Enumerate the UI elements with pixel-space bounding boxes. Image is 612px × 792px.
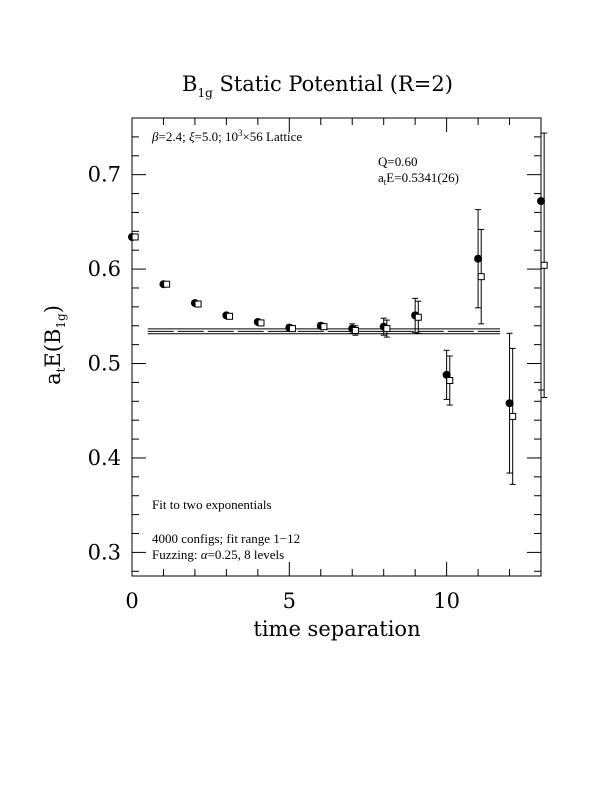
lattice-annotation: β=2.4; ξ=5.0; 103×56 Lattice (151, 128, 302, 144)
data-point-square (131, 233, 139, 241)
data-point-circle (442, 370, 451, 379)
x-tick-label: 0 (125, 589, 138, 613)
data-point-square (383, 325, 391, 333)
configs-annotation: 4000 configs; fit range 1−12 (152, 531, 300, 546)
lattice-exp: 3 (238, 128, 243, 138)
data-point-circle (505, 399, 514, 408)
x-tick-label: 5 (283, 589, 296, 613)
data-point-square (509, 412, 517, 420)
data-point-square (351, 326, 359, 334)
data-point-square (540, 261, 548, 269)
lattice-beta: β (151, 129, 159, 144)
y-tick-label: 0.3 (88, 540, 121, 564)
y-tick-label: 0.5 (88, 352, 121, 376)
chart-title: B1g Static Potential (R=2) (182, 72, 453, 100)
x-tick-label: 10 (433, 589, 460, 613)
energy-t: t (384, 177, 387, 187)
q-value-annotation: Q=0.60 (378, 154, 417, 169)
y-axis-label-group: atE(B1g) (41, 305, 68, 385)
y-label-t: t (54, 367, 68, 372)
lattice-rest: =2.4; (158, 129, 188, 144)
data-point-circle (537, 197, 545, 206)
data-point-square (163, 280, 171, 288)
x-axis-label: time separation (253, 617, 420, 641)
chart-title-rest: Static Potential (R=2) (213, 72, 453, 96)
data-point-square (446, 377, 454, 385)
lattice-rest2: =5.0; 10 (195, 129, 238, 144)
y-axis-label: atE(B1g) (41, 305, 68, 385)
fit-description: Fit to two exponentials (152, 497, 272, 512)
y-label-sub: 1g (54, 313, 68, 329)
axis-tick-labels: 0 5 10 0.3 0.4 0.5 0.6 0.7 (88, 163, 460, 613)
fuzzing-annotation: Fuzzing: α=0.25, 8 levels (152, 547, 284, 562)
data-point-square (320, 323, 328, 331)
axis-ticks (131, 117, 542, 576)
y-tick-label: 0.7 (88, 163, 121, 187)
chart-title-sub: 1g (197, 86, 213, 100)
lattice-rest3: ×56 Lattice (242, 129, 302, 144)
energy-a: a (378, 170, 384, 185)
lattice-xi: ξ (189, 129, 195, 144)
fuzz-alpha: α (201, 547, 209, 562)
energy-annotation: atE=0.5341(26) (378, 170, 459, 187)
fuzz-b: =0.25, 8 levels (208, 547, 285, 562)
data-point-square (288, 325, 296, 333)
fuzz-a: Fuzzing: (152, 547, 201, 562)
y-label-e: E(B (41, 329, 65, 368)
data-point-square (194, 300, 202, 308)
data-point-square (477, 273, 485, 281)
y-tick-label: 0.4 (88, 446, 121, 470)
data-point-square (414, 313, 422, 321)
y-label-a: a (41, 372, 65, 385)
chart-title-main: B (182, 72, 197, 96)
y-label-close: ) (41, 305, 65, 313)
data-point-square (257, 319, 265, 327)
data-point-circle (474, 254, 483, 263)
energy-rest: E=0.5341(26) (386, 170, 459, 185)
y-tick-label: 0.6 (88, 257, 121, 281)
data-series (128, 118, 548, 485)
data-point-square (226, 312, 234, 320)
